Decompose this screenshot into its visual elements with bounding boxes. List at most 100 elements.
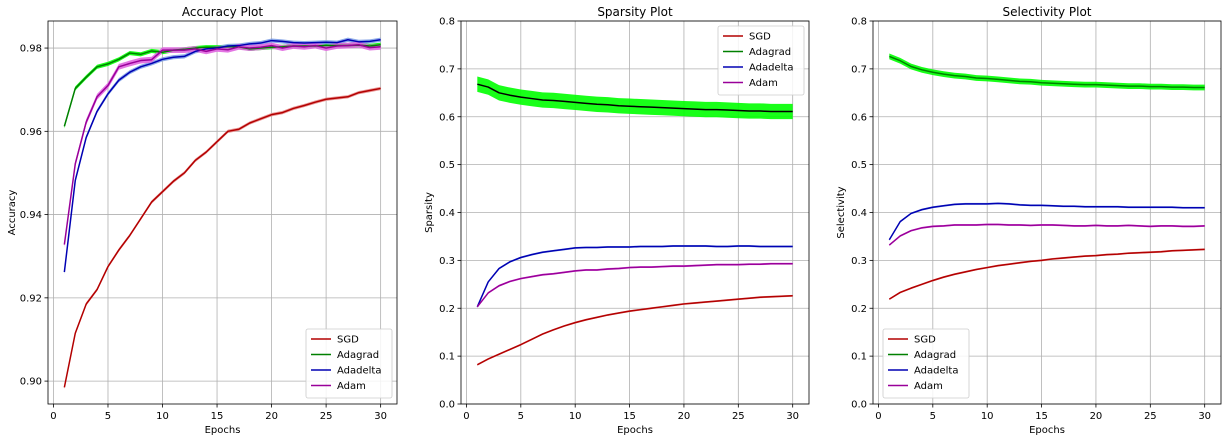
legend-box: [717, 25, 805, 96]
series-line-adadelta: [476, 245, 793, 308]
x-tick-label: 5: [930, 411, 936, 422]
legend-label: Adam: [749, 78, 778, 89]
y-tick-label: 0.5: [439, 160, 455, 171]
x-axis-label: Epochs: [1029, 425, 1065, 436]
series-band-sgd: [477, 294, 793, 366]
legend: SGD Adagrad Adadelta Adam: [882, 328, 970, 399]
y-tick-label: 0.2: [851, 304, 867, 315]
legend-label: Adam: [914, 381, 943, 392]
y-tick-label: 0.90: [20, 377, 42, 388]
chart-panel-1: 0 5 10 15 20 25 30 0.90 0.92 0.94 0.96 0.98 Accuracy…: [7, 5, 398, 436]
x-tick-label: 20: [1090, 411, 1103, 422]
x-tick-label: 10: [569, 411, 582, 422]
plot-area: [63, 37, 381, 390]
series-line-adam: [888, 223, 1205, 246]
x-tick-label: 10: [156, 411, 169, 422]
legend-label: Adadelta: [337, 366, 381, 377]
x-tick-label: 15: [211, 411, 224, 422]
x-tick-label: 20: [678, 411, 691, 422]
y-tick-label: 0.96: [20, 127, 42, 138]
x-tick-label: 10: [981, 411, 994, 422]
x-tick-label: 15: [1035, 411, 1048, 422]
chart-panel-3: 0 5 10 15 20 25 30 0.0 0.1 0.2 0.3 0.4 0.5 0.6 0.7 0.8 S…: [836, 5, 1222, 436]
y-tick-label: 0.7: [851, 64, 867, 75]
x-tick-label: 0: [50, 411, 56, 422]
x-tick-label: 25: [1144, 411, 1157, 422]
series-band-adadelta: [64, 37, 381, 275]
y-tick-label: 0.4: [439, 208, 455, 219]
x-axis-label: Epochs: [205, 425, 241, 436]
series-line-sgd: [476, 295, 793, 366]
y-axis-label: Selectivity: [836, 186, 847, 238]
legend-box: [305, 328, 393, 399]
series-line-sgd: [888, 248, 1205, 300]
y-axis-label: Accuracy: [7, 190, 18, 236]
y-tick-label: 0.8: [439, 17, 455, 28]
legend-box: [882, 328, 970, 399]
y-tick-label: 0.1: [439, 352, 455, 363]
x-axis-label: Epochs: [617, 425, 653, 436]
y-tick-label: 0.92: [20, 293, 42, 304]
legend-label: Adadelta: [749, 63, 793, 74]
y-tick-label: 0.1: [851, 352, 867, 363]
y-tick-label: 0.3: [439, 256, 455, 267]
y-axis-label: Sparsity: [424, 192, 435, 233]
y-tick-label: 0.94: [20, 210, 42, 221]
series-band-adam: [64, 41, 381, 248]
x-tick-label: 15: [623, 411, 636, 422]
series-band-adagrad: [889, 53, 1205, 91]
series-band-adagrad: [64, 42, 381, 129]
x-tick-label: 5: [105, 411, 111, 422]
y-tick-label: 0.8: [851, 17, 867, 28]
axes-frame: [47, 20, 398, 405]
y-tick-label: 0.5: [851, 160, 867, 171]
y-tick-label: 0.4: [851, 208, 867, 219]
y-tick-label: 0.3: [851, 256, 867, 267]
series-line-adagrad: [889, 55, 1205, 89]
chart-title: Accuracy Plot: [182, 5, 264, 19]
legend-label: Adadelta: [914, 366, 958, 377]
x-tick-label: 30: [374, 411, 387, 422]
y-tick-label: 0.98: [20, 44, 42, 55]
legend-label: Adam: [337, 381, 366, 392]
legend-label: Adagrad: [749, 47, 791, 58]
series-line-sgd: [63, 87, 381, 388]
x-tick-label: 25: [320, 411, 333, 422]
x-tick-label: 0: [875, 411, 881, 422]
y-tick-label: 0.2: [439, 304, 455, 315]
legend-label: SGD: [337, 335, 359, 346]
series-line-adadelta: [888, 202, 1205, 241]
y-tick-label: 0.6: [851, 112, 867, 123]
legend: SGD Adagrad Adadelta Adam: [305, 328, 393, 399]
x-tick-label: 30: [786, 411, 799, 422]
legend: SGD Adagrad Adadelta Adam: [717, 25, 805, 96]
series-line-adam: [476, 262, 793, 308]
series-band-adagrad: [477, 76, 793, 120]
series-line-adam: [63, 43, 381, 245]
x-tick-label: 5: [518, 411, 524, 422]
y-tick-label: 0.0: [851, 400, 867, 411]
x-tick-label: 30: [1198, 411, 1211, 422]
series-band-adadelta: [889, 202, 1205, 241]
y-tick-label: 0.6: [439, 112, 455, 123]
legend-label: SGD: [749, 32, 771, 43]
chart-panel-2: 0 5 10 15 20 25 30 0.0 0.1 0.2 0.3 0.4 0.5 0.6 0.7 0.8 S…: [424, 5, 810, 436]
series-band-sgd: [889, 248, 1205, 301]
series-line-adadelta: [63, 38, 381, 273]
y-tick-label: 0.0: [439, 400, 455, 411]
plot-area: [476, 76, 793, 366]
series-line-adagrad: [63, 43, 381, 127]
y-tick-label: 0.7: [439, 64, 455, 75]
series-line-adagrad: [477, 83, 793, 113]
plot-area: [888, 53, 1205, 301]
legend-label: Adagrad: [914, 350, 956, 361]
chart-title: Selectivity Plot: [1002, 5, 1091, 19]
x-tick-label: 0: [463, 411, 469, 422]
series-band-adam: [477, 262, 793, 308]
x-tick-label: 25: [732, 411, 745, 422]
chart-title: Sparsity Plot: [597, 5, 673, 19]
legend-label: Adagrad: [337, 350, 379, 361]
legend-label: SGD: [914, 335, 936, 346]
x-tick-label: 20: [265, 411, 278, 422]
